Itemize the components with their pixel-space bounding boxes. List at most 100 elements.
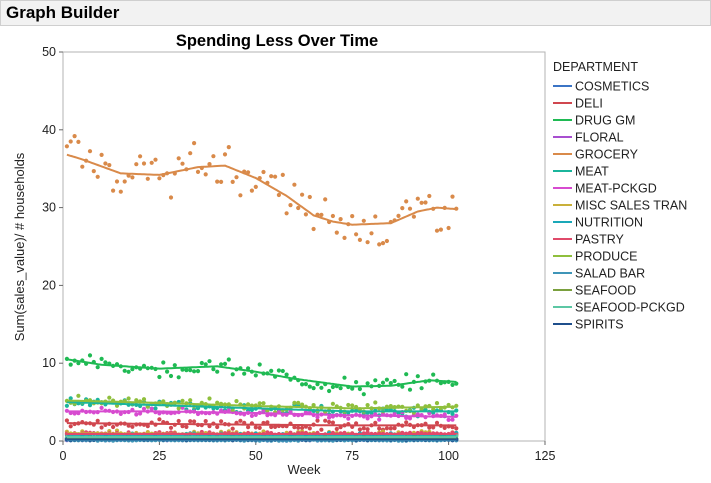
- window-titlebar: Graph Builder: [0, 0, 711, 26]
- smoother-line: [66, 358, 457, 388]
- smoother-line: [66, 422, 457, 427]
- legend-label: SEAFOOD-PCKGD: [575, 301, 685, 315]
- legend-label: DELI: [575, 97, 603, 111]
- data-point: [118, 411, 123, 416]
- data-point: [157, 374, 162, 380]
- data-point: [384, 377, 389, 382]
- data-point: [215, 424, 220, 430]
- y-tick-label: 50: [42, 45, 56, 59]
- data-point: [141, 397, 147, 402]
- data-point: [400, 384, 405, 389]
- data-point: [303, 382, 308, 387]
- data-point: [130, 175, 135, 180]
- data-point: [153, 157, 158, 162]
- data-point: [138, 154, 143, 159]
- data-point: [161, 360, 166, 365]
- data-point: [257, 362, 262, 367]
- data-point: [450, 417, 455, 422]
- data-point: [253, 425, 258, 430]
- data-point: [400, 206, 405, 211]
- data-point: [215, 179, 220, 184]
- y-tick-label: 20: [42, 278, 56, 292]
- x-tick-label: 0: [60, 449, 67, 463]
- data-point: [315, 382, 320, 387]
- data-point: [192, 141, 197, 146]
- data-point: [91, 169, 96, 174]
- data-point: [87, 353, 93, 358]
- legend-label: SEAFOOD: [575, 284, 636, 298]
- legend-label: GROCERY: [575, 148, 639, 162]
- data-point: [327, 415, 332, 420]
- data-point: [284, 372, 289, 377]
- data-point: [203, 172, 208, 177]
- data-point: [354, 421, 359, 426]
- data-point: [307, 426, 312, 431]
- data-point: [103, 161, 108, 166]
- data-point: [68, 396, 73, 401]
- data-point: [438, 381, 443, 386]
- data-point: [357, 386, 362, 392]
- legend: COSMETICS DELI DRUG GM FLORAL GROCERY MEAT MEA…: [553, 80, 687, 332]
- data-point: [149, 160, 154, 165]
- data-point: [419, 386, 424, 391]
- data-point: [380, 380, 386, 385]
- data-point: [261, 401, 266, 406]
- data-point: [434, 420, 440, 425]
- data-point: [273, 424, 278, 429]
- data-point: [450, 382, 455, 387]
- data-point: [276, 192, 281, 198]
- data-point: [307, 384, 312, 389]
- data-point: [230, 426, 235, 431]
- data-point: [300, 192, 305, 197]
- legend-label: SALAD BAR: [575, 267, 645, 281]
- data-point: [431, 407, 436, 412]
- y-axis-label: Sum(sales_value)/ # households: [12, 152, 27, 341]
- data-point: [145, 424, 150, 429]
- data-point: [188, 151, 193, 156]
- data-point: [118, 189, 123, 194]
- data-point: [380, 241, 386, 246]
- x-tick-label: 75: [345, 449, 359, 463]
- data-point: [111, 188, 116, 193]
- data-point: [64, 144, 69, 149]
- y-tick-label: 40: [42, 123, 56, 137]
- data-point: [415, 374, 420, 379]
- data-point: [438, 227, 443, 232]
- data-point: [431, 372, 436, 377]
- x-axis-label: Week: [288, 462, 321, 477]
- data-point: [222, 361, 228, 366]
- data-point: [176, 418, 181, 424]
- data-point: [377, 242, 382, 247]
- data-point: [311, 403, 316, 408]
- data-point: [203, 419, 208, 424]
- data-point: [253, 184, 258, 189]
- data-point: [230, 179, 235, 184]
- y-tick-label: 30: [42, 201, 56, 215]
- data-point: [365, 403, 370, 408]
- data-point: [234, 175, 239, 180]
- data-point: [354, 232, 359, 237]
- data-point: [103, 360, 108, 365]
- data-point: [404, 372, 409, 377]
- data-point: [311, 226, 316, 232]
- data-point: [273, 174, 278, 179]
- data-point: [238, 418, 243, 423]
- data-point: [373, 400, 378, 405]
- data-point: [195, 369, 201, 374]
- data-point: [145, 176, 150, 181]
- data-point: [219, 179, 224, 184]
- data-point: [99, 405, 104, 410]
- data-point: [373, 214, 378, 219]
- data-point: [357, 427, 362, 432]
- legend-label: MISC SALES TRAN: [575, 199, 687, 213]
- data-point: [377, 426, 382, 431]
- data-point: [384, 426, 389, 431]
- data-point: [184, 368, 189, 373]
- data-point: [334, 426, 339, 432]
- data-point: [172, 363, 177, 368]
- data-point: [165, 369, 170, 374]
- data-point: [446, 225, 451, 231]
- data-point: [64, 403, 69, 408]
- data-point: [419, 200, 424, 205]
- data-point: [442, 425, 447, 430]
